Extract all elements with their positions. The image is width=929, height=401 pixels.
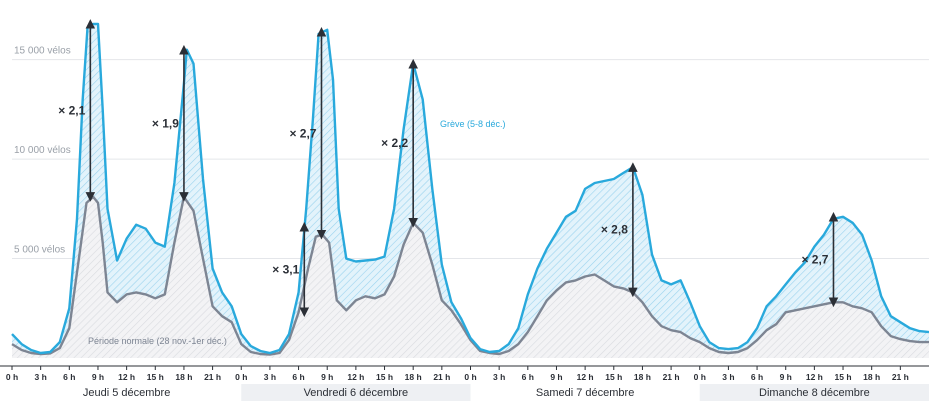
day-label: Samedi 7 décembre	[536, 387, 634, 399]
x-tick-label: 3 h	[722, 372, 734, 382]
x-tick-label: 9 h	[780, 372, 792, 382]
x-tick-label: 12 h	[118, 372, 135, 382]
x-tick-label: 6 h	[292, 372, 304, 382]
x-tick-label: 9 h	[92, 372, 104, 382]
x-tick-label: 18 h	[634, 372, 651, 382]
x-tick-label: 9 h	[321, 372, 333, 382]
x-tick-label: 15 h	[147, 372, 164, 382]
day-label: Dimanche 8 décembre	[759, 387, 870, 399]
y-tick-label: 15 000 vélos	[14, 46, 71, 57]
legend-normal: Période normale (28 nov.-1er déc.)	[88, 336, 227, 346]
ratio-label: × 2,8	[601, 223, 628, 237]
series-lines	[11, 22, 929, 356]
x-tick-label: 12 h	[347, 372, 364, 382]
ratio-label: × 2,7	[801, 253, 828, 267]
x-tick-label: 6 h	[751, 372, 763, 382]
day-band	[699, 384, 929, 401]
ratio-label: × 2,1	[58, 103, 85, 117]
series-line-strike	[11, 22, 929, 355]
x-tick-label: 3 h	[264, 372, 276, 382]
x-tick-label: 21 h	[663, 372, 680, 382]
x-tick-label: 18 h	[863, 372, 880, 382]
ratio-label: × 2,7	[289, 126, 316, 140]
x-tick-label: 15 h	[605, 372, 622, 382]
gridlines: 5 000 vélos 10 000 vélos 15 000 vélos	[12, 46, 929, 260]
day-label: Jeudi 5 décembre	[83, 387, 170, 399]
ratio-label: × 1,9	[152, 116, 179, 130]
x-tick-label: 12 h	[577, 372, 594, 382]
x-axis: 0 h 3 h 6 h 9 h 12 h 15 h 18 h 21 h 0 h 3 h 6 h 9 h…	[0, 365, 929, 382]
x-tick-label: 18 h	[405, 372, 422, 382]
day-label: Vendredi 6 décembre	[304, 387, 409, 399]
day-band	[241, 384, 471, 401]
x-tick-label: 3 h	[493, 372, 505, 382]
series-line-normal	[11, 195, 929, 356]
ratio-label: × 3,1	[272, 262, 299, 276]
series-areas	[12, 23, 929, 358]
day-label-bands: Jeudi 5 décembre Vendredi 6 décembre Samed…	[83, 384, 929, 401]
y-tick-label: 10 000 vélos	[14, 145, 71, 156]
x-tick-label: 21 h	[204, 372, 221, 382]
x-tick-label: 15 h	[835, 372, 852, 382]
series-labels: Grève (5-8 déc.) Période normale (28 nov.…	[88, 119, 506, 346]
x-tick-label: 0 h	[464, 372, 476, 382]
x-tick-label: 21 h	[892, 372, 909, 382]
normal-area	[12, 196, 929, 358]
x-tick-label: 6 h	[63, 372, 75, 382]
x-tick-label: 15 h	[376, 372, 393, 382]
x-tick-label: 0 h	[6, 372, 18, 382]
x-tick-label: 3 h	[35, 372, 47, 382]
strike-excess-area	[12, 23, 929, 355]
x-tick-label: 0 h	[694, 372, 706, 382]
x-tick-label: 6 h	[522, 372, 534, 382]
ratio-annotations: × 2,1 × 1,9 × 3,1 × 2,7 × 2,2 × 2,8 × 2,7	[58, 19, 839, 318]
legend-strike: Grève (5-8 déc.)	[440, 119, 506, 129]
ratio-label: × 2,2	[381, 136, 408, 150]
x-tick-label: 12 h	[806, 372, 823, 382]
x-tick-label: 9 h	[550, 372, 562, 382]
x-tick-label: 0 h	[235, 372, 247, 382]
y-tick-label: 5 000 vélos	[14, 245, 65, 256]
x-tick-label: 21 h	[433, 372, 450, 382]
x-tick-label: 18 h	[175, 372, 192, 382]
